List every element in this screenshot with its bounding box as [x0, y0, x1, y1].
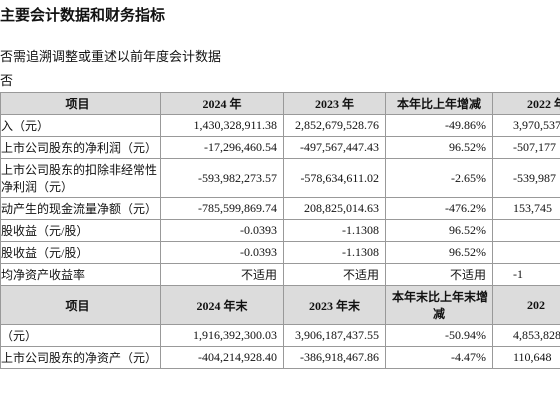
data-row: 上市公司股东的净资产（元） -404,214,928.40 -386,918,467… — [0, 346, 560, 369]
cell: 动产生的现金流量净额（元） — [0, 197, 161, 220]
cell: 不适用 — [160, 263, 284, 286]
cell: -50.94% — [385, 324, 493, 347]
cell: -4.47% — [385, 346, 493, 369]
cell: -578,634,611.02 — [283, 158, 386, 198]
cell: -404,214,928.40 — [160, 346, 284, 369]
cell-line: 均净资产收益率 — [1, 268, 86, 282]
cell: 项目 — [0, 285, 161, 325]
cell-line: 股收益（元/股） — [1, 246, 89, 260]
cell: 3,906,187,437.55 — [283, 324, 386, 347]
cell: -2.65% — [385, 158, 493, 198]
cell: -1.1308 — [283, 219, 386, 242]
section-title: 主要会计数据和财务指标 — [0, 6, 166, 24]
cell: -476.2% — [385, 197, 493, 220]
cell: 4,853,828 — [492, 324, 560, 347]
cell-line: 上市公司股东的净资产（元） — [1, 351, 158, 365]
cell: 不适用 — [283, 263, 386, 286]
question: 否需追溯调整或重述以前年度会计数据 — [0, 49, 222, 64]
cell-line: 本年末比上年末增 — [392, 290, 489, 304]
cell: -593,982,273.57 — [160, 158, 284, 198]
cell: -49.86% — [385, 114, 493, 137]
cell: 2023 年末 — [283, 285, 386, 325]
cell — [492, 241, 560, 264]
cell-line: 入（元） — [1, 119, 50, 133]
cell: 股收益（元/股） — [0, 219, 161, 242]
cell: 96.52% — [385, 241, 493, 264]
cell: 153,745 — [492, 197, 560, 220]
cell: -497,567,447.43 — [283, 136, 386, 159]
data-row: （元） 1,916,392,300.03 3,906,187,437.55 -50.9… — [0, 324, 560, 347]
cell: 股收益（元/股） — [0, 241, 161, 264]
cell: 2022 年 — [492, 92, 560, 115]
cell: -1.1308 — [283, 241, 386, 264]
data-row: 均净资产收益率 不适用 不适用 不适用 -1 — [0, 263, 560, 286]
cell: 96.52% — [385, 219, 493, 242]
cell: 202 — [492, 285, 560, 325]
data-row: 动产生的现金流量净额（元） -785,599,869.74 208,825,014.… — [0, 197, 560, 220]
cell: -539,987 — [492, 158, 560, 198]
cell-line: （元） — [1, 329, 38, 343]
data-row: 入（元） 1,430,328,911.38 2,852,679,528.76 -49.… — [0, 114, 560, 137]
cell: 96.52% — [385, 136, 493, 159]
cell: -17,296,460.54 — [160, 136, 284, 159]
data-row: 股收益（元/股） -0.0393 -1.1308 96.52% — [0, 241, 560, 264]
cell-line: 上市公司股东的净利润（元） — [1, 141, 158, 155]
cell: 2,852,679,528.76 — [283, 114, 386, 137]
cell: 上市公司股东的扣除非经常性 净利润（元） — [0, 158, 161, 198]
cell-line: 减 — [432, 307, 445, 321]
cell: 1,430,328,911.38 — [160, 114, 284, 137]
cell: 2024 年 — [160, 92, 284, 115]
cell: 本年末比上年末增减 — [385, 285, 493, 325]
cell: -386,918,467.86 — [283, 346, 386, 369]
header-row: 项目 2024 年末 2023 年末 本年末比上年末增减 202 — [0, 285, 560, 325]
data-row: 股收益（元/股） -0.0393 -1.1308 96.52% — [0, 219, 560, 242]
cell: 上市公司股东的净资产（元） — [0, 346, 161, 369]
answer: 否 — [0, 73, 14, 88]
cell: 110,648 — [492, 346, 560, 369]
cell — [492, 219, 560, 242]
cell: -507,177 — [492, 136, 560, 159]
cell: -785,599,869.74 — [160, 197, 284, 220]
cell: 项目 — [0, 92, 161, 115]
cell-line: 动产生的现金流量净额（元） — [1, 202, 158, 216]
data-row: 上市公司股东的净利润（元） -17,296,460.54 -497,567,447.… — [0, 136, 560, 159]
cell: -0.0393 — [160, 241, 284, 264]
cell-line: 净利润（元） — [1, 180, 74, 194]
cell: 均净资产收益率 — [0, 263, 161, 286]
cell: 本年比上年增减 — [385, 92, 493, 115]
cell: 入（元） — [0, 114, 161, 137]
cell: 3,970,537 — [492, 114, 560, 137]
cell: 2023 年 — [283, 92, 386, 115]
cell: 2024 年末 — [160, 285, 284, 325]
cell: 208,825,014.63 — [283, 197, 386, 220]
cell: 不适用 — [385, 263, 493, 286]
cell: （元） — [0, 324, 161, 347]
cell: 1,916,392,300.03 — [160, 324, 284, 347]
cell-line: 股收益（元/股） — [1, 224, 89, 238]
cell: -0.0393 — [160, 219, 284, 242]
cell-line: 上市公司股东的扣除非经常性 — [1, 163, 158, 177]
cell: -1 — [492, 263, 560, 286]
data-row: 上市公司股东的扣除非经常性 净利润（元） -593,982,273.57 -578,6… — [0, 158, 560, 198]
cell: 上市公司股东的净利润（元） — [0, 136, 161, 159]
